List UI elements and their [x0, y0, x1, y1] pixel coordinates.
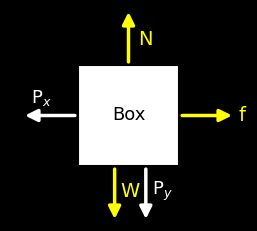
Text: P$_x$: P$_x$: [31, 88, 52, 108]
Bar: [78, 65, 179, 166]
Text: Box: Box: [112, 106, 145, 125]
Text: P$_y$: P$_y$: [152, 180, 172, 203]
Text: f: f: [238, 106, 245, 125]
Text: N: N: [138, 30, 152, 49]
Text: W: W: [121, 182, 140, 201]
